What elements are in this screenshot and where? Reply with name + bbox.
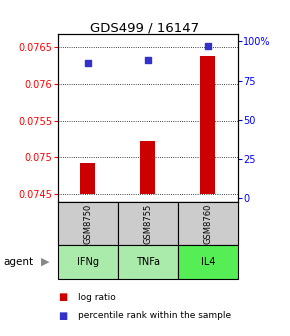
FancyBboxPatch shape xyxy=(58,202,118,245)
Text: agent: agent xyxy=(3,257,33,267)
FancyBboxPatch shape xyxy=(58,245,118,279)
Text: ■: ■ xyxy=(58,292,67,302)
Bar xyxy=(140,141,155,194)
Point xyxy=(206,43,210,49)
Text: TNFa: TNFa xyxy=(136,257,160,267)
Text: ■: ■ xyxy=(58,311,67,321)
Text: GDS499 / 16147: GDS499 / 16147 xyxy=(90,22,200,35)
Text: percentile rank within the sample: percentile rank within the sample xyxy=(78,311,231,320)
Point xyxy=(146,57,150,63)
Text: GSM8750: GSM8750 xyxy=(84,203,93,244)
Bar xyxy=(200,56,215,194)
Bar xyxy=(80,163,95,194)
Text: GSM8760: GSM8760 xyxy=(203,203,212,244)
FancyBboxPatch shape xyxy=(178,202,238,245)
Text: IFNg: IFNg xyxy=(77,257,99,267)
FancyBboxPatch shape xyxy=(118,245,178,279)
Text: ▶: ▶ xyxy=(41,257,49,267)
Text: IL4: IL4 xyxy=(201,257,215,267)
Point xyxy=(86,61,90,66)
Text: log ratio: log ratio xyxy=(78,293,116,302)
FancyBboxPatch shape xyxy=(58,202,238,245)
FancyBboxPatch shape xyxy=(178,245,238,279)
Text: GSM8755: GSM8755 xyxy=(143,203,153,244)
FancyBboxPatch shape xyxy=(118,202,178,245)
